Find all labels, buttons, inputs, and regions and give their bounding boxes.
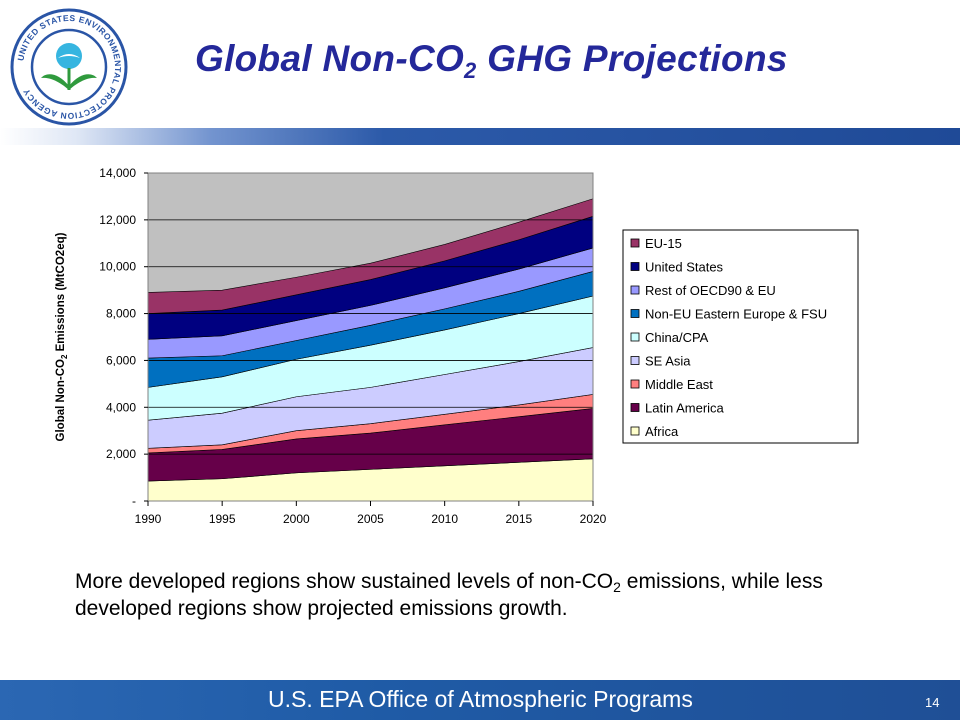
legend-label: United States — [645, 260, 724, 275]
legend-label: Rest of OECD90 & EU — [645, 283, 776, 298]
legend-swatch — [630, 262, 640, 271]
legend-label: SE Asia — [645, 354, 691, 369]
legend-label: Non-EU Eastern Europe & FSU — [645, 307, 827, 322]
y-tick-label: - — [132, 494, 136, 508]
x-tick-label: 2010 — [431, 512, 458, 526]
caption-part2: emissions, while less developed regions … — [75, 570, 823, 620]
legend-label: Middle East — [645, 377, 713, 392]
title-rest: GHG Projections — [476, 38, 788, 79]
legend-label: Africa — [645, 424, 679, 439]
slide-title: Global Non-CO2 GHG Projections — [195, 38, 915, 84]
slide-caption: More developed regions show sustained le… — [75, 568, 885, 622]
caption-part1: More developed regions show sustained le… — [75, 570, 614, 593]
x-tick-label: 2015 — [505, 512, 532, 526]
legend-label: EU-15 — [645, 236, 682, 251]
legend-swatch — [630, 379, 640, 389]
legend-label: China/CPA — [645, 330, 709, 345]
legend-swatch — [630, 426, 640, 436]
legend-swatch — [630, 403, 640, 412]
page-number: 14 — [925, 695, 940, 710]
legend-swatch — [630, 285, 640, 295]
x-tick-label: 2000 — [283, 512, 310, 526]
legend-label: Latin America — [645, 401, 725, 416]
x-tick-label: 2020 — [580, 512, 607, 526]
legend-swatch — [630, 356, 640, 365]
epa-logo: UNITED STATES ENVIRONMENTAL PROTECTION A… — [8, 6, 130, 128]
y-tick-label: 4,000 — [106, 400, 136, 414]
legend-swatch — [630, 238, 640, 248]
epa-seal-icon: UNITED STATES ENVIRONMENTAL PROTECTION A… — [10, 8, 128, 126]
header-band — [0, 128, 960, 145]
y-tick-label: 6,000 — [106, 353, 136, 367]
x-tick-label: 2005 — [357, 512, 384, 526]
legend-box — [622, 229, 859, 444]
y-tick-label: 10,000 — [99, 260, 136, 274]
emissions-chart: - 2,000 4,000 6,000 8,000 10,000 12,000 14,000 1… — [40, 155, 880, 545]
x-tick-label: 1990 — [135, 512, 162, 526]
y-tick-label: 8,000 — [106, 307, 136, 321]
footer-bar — [0, 680, 960, 720]
y-axis-label: Global Non-CO2 Emissions (MtCO2eq) — [55, 232, 69, 441]
y-tick-label: 12,000 — [99, 213, 136, 227]
footer-text: U.S. EPA Office of Atmospheric Programs — [268, 686, 693, 712]
chart-svg: - 2,000 4,000 6,000 8,000 10,000 12,000 14,000 1… — [55, 166, 859, 526]
y-tick-label: 14,000 — [99, 166, 136, 180]
legend-swatch — [630, 332, 640, 342]
legend-swatch — [630, 309, 640, 318]
title-subscript: 2 — [464, 58, 477, 83]
title-main: Global Non-CO — [195, 38, 465, 79]
y-tick-label: 2,000 — [106, 447, 136, 461]
caption-subscript: 2 — [613, 579, 621, 595]
x-tick-label: 1995 — [209, 512, 236, 526]
